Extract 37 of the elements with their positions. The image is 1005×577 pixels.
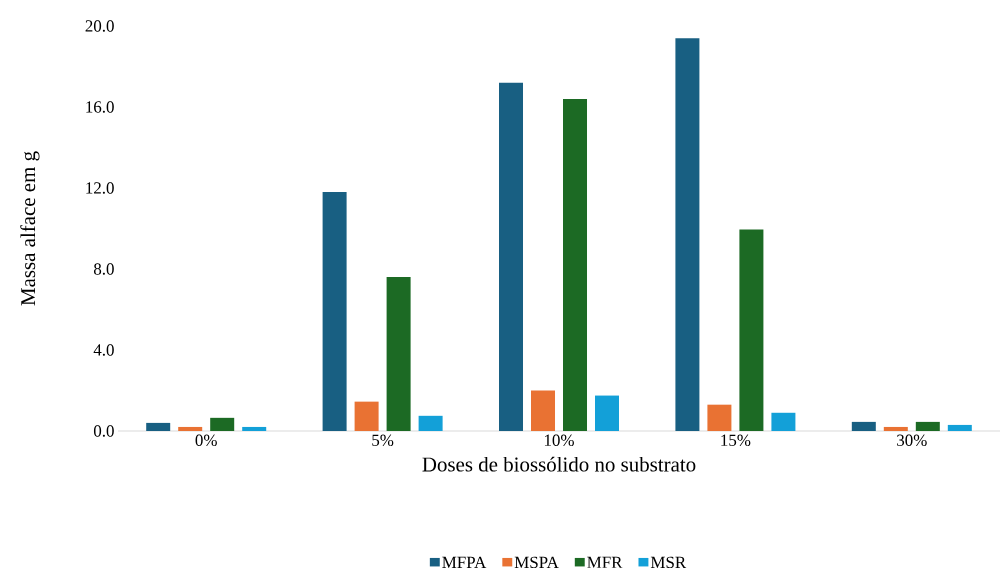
y-axis-title: Massa alface em g: [20, 151, 40, 306]
y-tick-label: 4.0: [93, 344, 114, 356]
bar: [499, 82, 523, 431]
bar: [354, 401, 379, 431]
bar: [531, 390, 555, 431]
bar: [146, 422, 171, 431]
bar: [947, 424, 972, 431]
x-tick-label: 5%: [372, 434, 394, 446]
y-tick-label: 8.0: [93, 263, 114, 275]
bar: [418, 415, 443, 431]
bar: [242, 426, 267, 431]
y-tick-label: 20.0: [85, 20, 114, 32]
x-tick-label: 0%: [195, 434, 217, 446]
bar: [883, 426, 908, 431]
bar: [707, 404, 732, 431]
bar: [915, 421, 940, 431]
legend-label: MFR: [587, 556, 623, 568]
bar: [851, 421, 876, 431]
y-tick-label: 12.0: [86, 182, 114, 194]
bar: [178, 426, 203, 431]
bar: [386, 277, 411, 431]
x-tick-label: 30%: [897, 434, 927, 446]
y-tick-label: 0.0: [93, 425, 114, 437]
x-tick-label: 10%: [544, 434, 574, 446]
legend-label: MFPA: [442, 556, 487, 568]
bar: [563, 98, 588, 431]
bar: [771, 412, 796, 431]
legend-label: MSR: [650, 556, 687, 569]
y-tick-label: 16.0: [86, 101, 114, 113]
bar: [595, 395, 620, 431]
bar: [675, 38, 700, 431]
x-axis-title: Doses de biossólido no substrato: [422, 456, 696, 472]
bar: [739, 229, 764, 431]
bar: [210, 417, 235, 431]
legend-label: MSPA: [514, 556, 559, 569]
x-tick-label: 15%: [721, 434, 751, 446]
bar: [322, 192, 347, 431]
